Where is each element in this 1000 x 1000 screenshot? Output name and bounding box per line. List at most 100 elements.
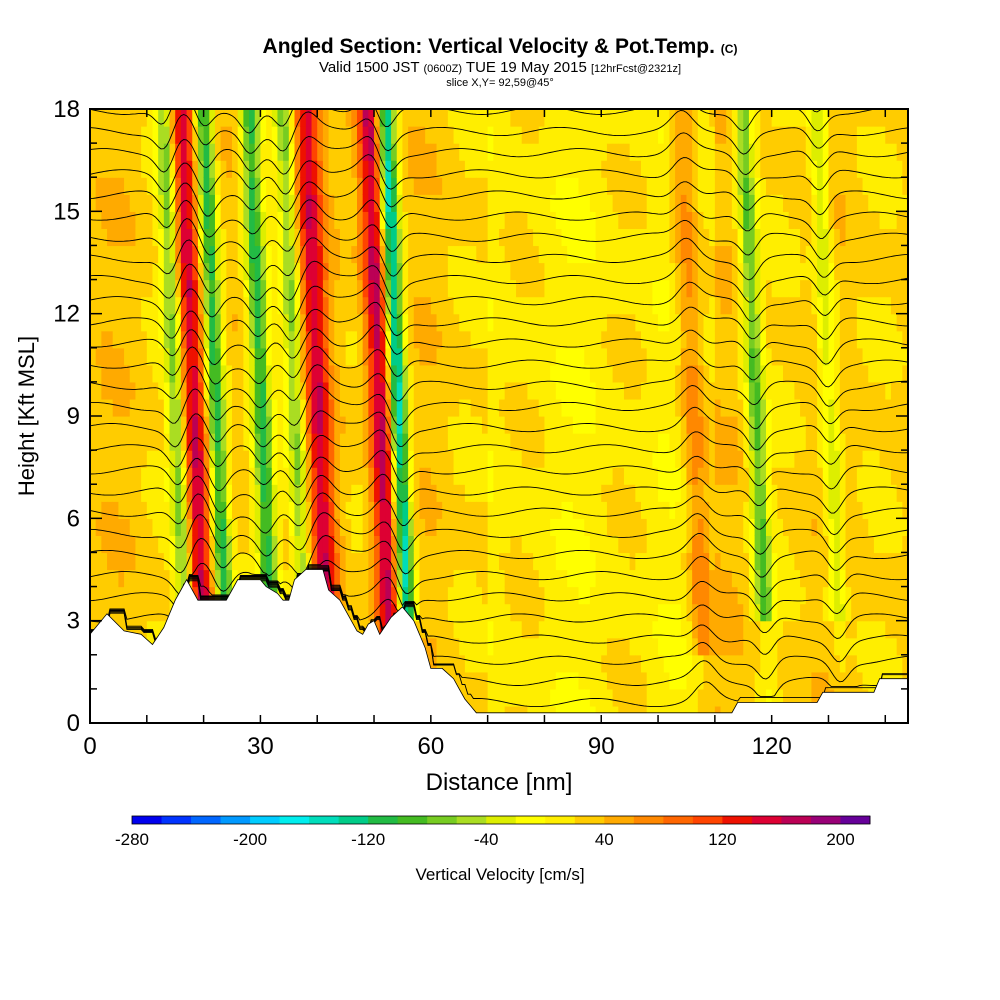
velocity-cell	[402, 245, 409, 264]
velocity-cell	[652, 569, 659, 588]
velocity-cell	[180, 143, 188, 161]
velocity-cell	[873, 484, 881, 502]
velocity-cell	[669, 501, 676, 519]
velocity-cell	[817, 143, 824, 161]
velocity-cell	[550, 671, 557, 690]
velocity-cell	[606, 535, 614, 554]
velocity-cell	[351, 381, 358, 400]
velocity-cell	[828, 552, 835, 571]
velocity-cell	[283, 279, 290, 298]
velocity-cell	[686, 364, 693, 383]
velocity-cell	[743, 654, 750, 673]
velocity-cell	[158, 177, 165, 195]
velocity-cell	[845, 535, 852, 554]
velocity-cell	[351, 398, 358, 417]
velocity-cell	[868, 518, 875, 536]
velocity-cell	[328, 552, 335, 571]
velocity-cell	[601, 586, 608, 605]
velocity-cell	[266, 467, 273, 485]
velocity-cell	[805, 347, 813, 366]
velocity-cell	[305, 347, 313, 366]
velocity-cell	[175, 381, 182, 400]
velocity-cell	[612, 484, 619, 502]
velocity-cell	[606, 671, 614, 690]
velocity-cell	[754, 330, 761, 349]
velocity-cell	[447, 484, 455, 502]
velocity-cell	[90, 313, 97, 332]
velocity-cell	[703, 126, 710, 144]
velocity-cell	[697, 211, 705, 229]
velocity-cell	[476, 416, 483, 434]
velocity-cell	[339, 381, 347, 400]
velocity-cell	[180, 279, 188, 298]
velocity-cell	[743, 552, 750, 571]
velocity-cell	[300, 262, 307, 281]
velocity-cell	[447, 364, 455, 383]
velocity-cell	[419, 364, 426, 383]
velocity-cell	[175, 467, 182, 485]
velocity-cell	[197, 416, 205, 434]
velocity-cell	[141, 313, 148, 332]
velocity-cell	[811, 245, 818, 264]
velocity-cell	[481, 364, 489, 383]
velocity-cell	[226, 279, 233, 298]
velocity-cell	[652, 228, 659, 247]
velocity-cell	[868, 364, 875, 383]
velocity-cell	[487, 467, 494, 485]
velocity-cell	[561, 143, 568, 161]
velocity-cell	[402, 467, 409, 485]
velocity-cell	[243, 535, 250, 554]
velocity-cell	[828, 330, 835, 349]
velocity-cell	[249, 552, 256, 571]
velocity-cell	[175, 313, 182, 332]
velocity-cell	[266, 484, 273, 502]
velocity-cell	[555, 177, 563, 195]
velocity-cell	[146, 245, 154, 264]
velocity-cell	[447, 160, 455, 178]
velocity-cell	[839, 211, 847, 229]
velocity-cell	[288, 569, 296, 588]
velocity-cell	[237, 398, 244, 417]
velocity-cell	[260, 228, 267, 247]
velocity-cell	[686, 637, 693, 656]
velocity-cell	[811, 535, 818, 554]
velocity-cell	[612, 416, 619, 434]
velocity-cell	[822, 603, 830, 622]
velocity-cell	[351, 194, 358, 212]
velocity-cell	[516, 381, 523, 400]
velocity-cell	[481, 433, 489, 451]
velocity-cell	[322, 398, 330, 417]
velocity-cell	[90, 484, 97, 502]
velocity-cell	[447, 177, 455, 195]
velocity-cell	[129, 381, 137, 400]
velocity-cell	[391, 296, 398, 315]
velocity-cell	[499, 381, 506, 400]
velocity-cell	[800, 398, 807, 417]
velocity-cell	[243, 398, 250, 417]
velocity-cell	[646, 569, 653, 588]
velocity-cell	[538, 416, 546, 434]
velocity-cell	[436, 177, 443, 195]
velocity-cell	[356, 211, 364, 229]
velocity-cell	[851, 245, 858, 264]
velocity-cell	[783, 535, 790, 554]
velocity-cell	[419, 416, 426, 434]
velocity-cell	[470, 518, 477, 536]
velocity-cell	[629, 637, 636, 656]
velocity-cell	[538, 296, 546, 315]
velocity-cell	[425, 552, 432, 571]
velocity-cell	[828, 177, 835, 195]
velocity-cell	[737, 126, 744, 144]
velocity-cell	[413, 177, 421, 195]
velocity-cell	[533, 177, 540, 195]
velocity-cell	[856, 177, 864, 195]
velocity-cell	[510, 620, 517, 639]
velocity-cell	[288, 313, 296, 332]
velocity-cell	[464, 416, 472, 434]
velocity-cell	[135, 535, 142, 554]
velocity-cell	[487, 688, 494, 707]
velocity-cell	[783, 518, 790, 536]
velocity-cell	[453, 279, 460, 298]
velocity-cell	[453, 620, 460, 639]
velocity-cell	[288, 381, 296, 400]
